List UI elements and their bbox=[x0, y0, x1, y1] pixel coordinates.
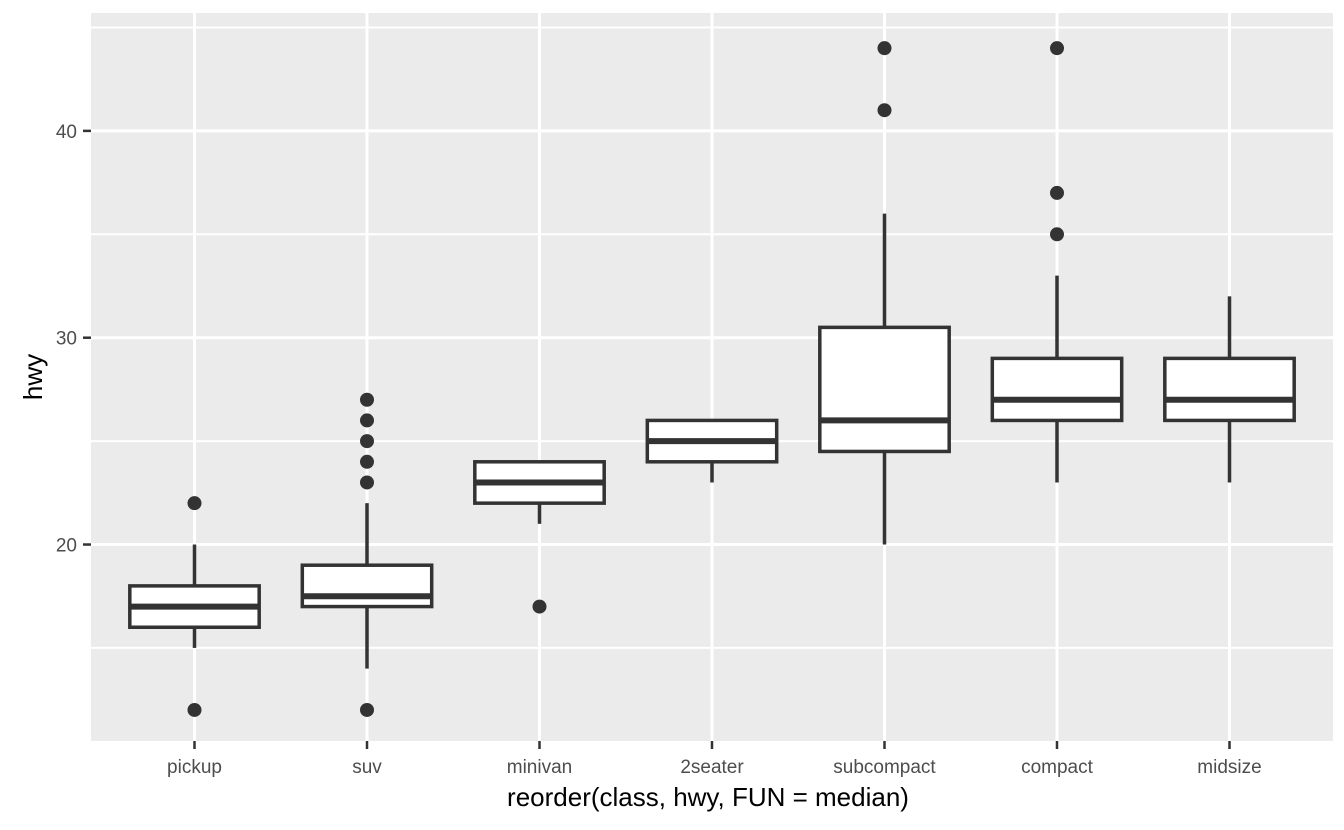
y-axis-title: hwy bbox=[18, 354, 48, 400]
outlier-point-suv-24 bbox=[360, 454, 374, 469]
x-tick-label-midsize: midsize bbox=[1197, 757, 1261, 778]
outlier-point-pickup-22 bbox=[187, 496, 202, 511]
outlier-point-pickup-12 bbox=[187, 702, 202, 717]
box-suv bbox=[300, 563, 434, 609]
outlier-point-minivan-17 bbox=[532, 599, 547, 614]
box-subcompact bbox=[818, 325, 951, 454]
x-tick-label-subcompact: subcompact bbox=[833, 757, 936, 778]
outlier-point-compact-44 bbox=[1050, 41, 1064, 56]
x-tick-label-pickup: pickup bbox=[167, 757, 222, 778]
y-tick-label-20: 20 bbox=[56, 536, 77, 557]
x-tick-label-compact: compact bbox=[1021, 757, 1094, 778]
outlier-point-subcompact-41 bbox=[877, 103, 892, 118]
x-tick-label-2seater: 2seater bbox=[680, 757, 744, 778]
box-compact bbox=[990, 356, 1124, 423]
x-tick-label-suv: suv bbox=[352, 757, 382, 778]
x-tick-label-minivan: minivan bbox=[507, 757, 572, 778]
outlier-point-suv-23 bbox=[360, 475, 374, 490]
outlier-point-suv-27 bbox=[360, 392, 374, 407]
outlier-point-suv-26 bbox=[360, 413, 374, 428]
outlier-point-subcompact-44 bbox=[877, 41, 892, 56]
box-midsize bbox=[1163, 356, 1296, 423]
outlier-point-suv-25 bbox=[360, 434, 374, 449]
chart-root: 20 30 40 pickup suv minivan 2seater subcompact c… bbox=[56, 13, 1333, 778]
y-tick-label-30: 30 bbox=[56, 329, 77, 350]
y-tick-label-40: 40 bbox=[56, 122, 77, 143]
outlier-point-compact-37 bbox=[1050, 185, 1064, 200]
x-axis-title: reorder(class, hwy, FUN = median) bbox=[507, 782, 909, 812]
outlier-point-compact-35 bbox=[1050, 227, 1064, 242]
outlier-point-suv-12 bbox=[360, 702, 374, 717]
